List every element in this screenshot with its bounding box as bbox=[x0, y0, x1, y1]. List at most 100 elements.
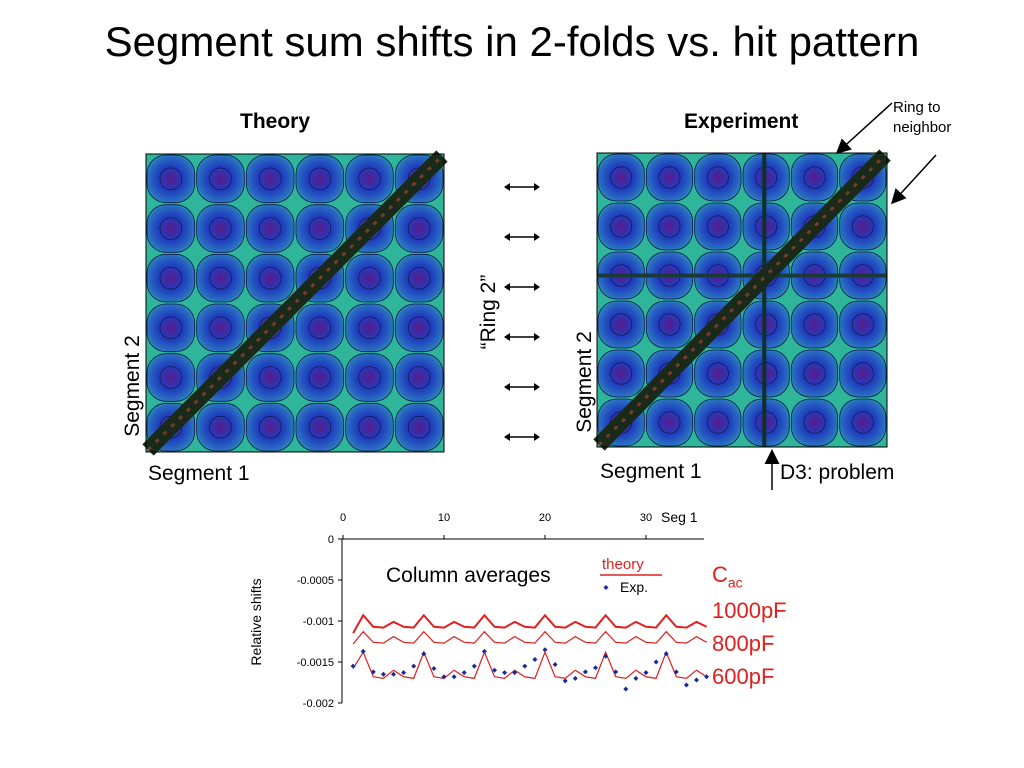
arrow-head-left bbox=[504, 433, 510, 441]
x-tick-label: 10 bbox=[438, 512, 450, 524]
y-axis-label: Relative shifts bbox=[248, 578, 264, 666]
map-cell bbox=[645, 300, 694, 349]
map-contour bbox=[209, 266, 232, 290]
diagonal-core bbox=[146, 154, 444, 452]
diagonal-core bbox=[597, 153, 887, 447]
arrow-head-left bbox=[504, 333, 510, 341]
map-contour bbox=[803, 313, 826, 336]
map-contour bbox=[159, 266, 183, 290]
map-cell bbox=[345, 303, 394, 353]
map-cell bbox=[839, 398, 887, 447]
exp-point bbox=[481, 648, 487, 654]
exp-point bbox=[431, 666, 437, 672]
cac-label: Cac bbox=[712, 562, 743, 590]
legend-exp-marker bbox=[603, 585, 609, 590]
experiment-x-label: Segment 1 bbox=[600, 460, 702, 483]
map-contour bbox=[159, 217, 183, 240]
map-contour bbox=[159, 316, 183, 340]
exp-point bbox=[441, 674, 447, 680]
map-cell bbox=[146, 253, 196, 303]
arrow-head-right bbox=[534, 333, 540, 341]
arrow-head-left bbox=[504, 283, 510, 291]
map-contour bbox=[358, 415, 381, 439]
ring-arrow-2 bbox=[890, 154, 937, 205]
map-contour bbox=[358, 316, 381, 340]
exp-point bbox=[380, 671, 386, 677]
map-cell bbox=[597, 153, 645, 202]
exp-point bbox=[421, 651, 427, 657]
map-cell bbox=[146, 353, 196, 402]
series-label-600pf: 600pF bbox=[712, 664, 775, 689]
exp-point bbox=[391, 671, 396, 677]
map-contour bbox=[610, 166, 633, 189]
map-cell bbox=[839, 349, 887, 398]
map-contour bbox=[407, 366, 431, 389]
map-cell bbox=[196, 253, 245, 303]
map-cell bbox=[295, 204, 345, 253]
map-cell bbox=[245, 154, 295, 204]
exp-point bbox=[593, 665, 598, 671]
map-contour bbox=[258, 167, 282, 191]
map-cell bbox=[295, 303, 345, 353]
map-contour bbox=[658, 215, 681, 238]
map-contour bbox=[308, 366, 332, 389]
map-contour bbox=[706, 362, 729, 385]
exp-point bbox=[673, 669, 679, 675]
map-contour bbox=[407, 266, 431, 290]
map-contour bbox=[610, 215, 633, 238]
map-cell bbox=[790, 349, 839, 398]
exp-point bbox=[683, 682, 689, 688]
map-cell bbox=[790, 153, 839, 202]
map-cell bbox=[245, 402, 295, 452]
exp-point bbox=[360, 648, 366, 654]
exp-point bbox=[512, 670, 518, 676]
map-cell bbox=[245, 204, 295, 253]
map-cell bbox=[295, 353, 345, 402]
map-contour bbox=[308, 415, 332, 439]
map-contour bbox=[610, 313, 633, 336]
d3-column bbox=[762, 153, 767, 447]
x-axis-label: Seg 1 bbox=[661, 509, 698, 525]
map-contour bbox=[658, 313, 681, 336]
map-cell bbox=[196, 154, 245, 204]
map-cell bbox=[790, 398, 839, 447]
map-cell bbox=[394, 253, 444, 303]
series-label-1000pf: 1000pF bbox=[712, 598, 787, 623]
exp-point bbox=[613, 669, 619, 675]
map-contour bbox=[358, 366, 381, 389]
map-cell bbox=[394, 353, 444, 402]
map-contour bbox=[209, 415, 232, 439]
map-cell bbox=[345, 402, 394, 452]
arrow-head-left bbox=[504, 383, 510, 391]
exp-point bbox=[582, 669, 588, 675]
exp-point bbox=[653, 659, 659, 665]
exp-point bbox=[471, 663, 477, 669]
series-label-800pf: 800pF bbox=[712, 631, 775, 656]
y-tick-label: -0.002 bbox=[303, 698, 334, 710]
ring-arrows bbox=[504, 183, 540, 441]
map-cell bbox=[694, 202, 742, 251]
exp-point bbox=[522, 663, 528, 669]
map-contour bbox=[407, 217, 431, 240]
exp-point bbox=[663, 651, 669, 657]
experiment-header: Experiment bbox=[684, 110, 799, 133]
map-cell bbox=[394, 402, 444, 452]
theory-x-label: Segment 1 bbox=[148, 462, 250, 485]
legend-theory: theory bbox=[602, 556, 644, 573]
exp-point bbox=[492, 667, 497, 673]
map-contour bbox=[159, 366, 183, 389]
map-cell bbox=[645, 202, 694, 251]
map-cell bbox=[790, 300, 839, 349]
arrow-head-right bbox=[534, 283, 540, 291]
exp-point bbox=[502, 670, 508, 676]
map-contour bbox=[658, 166, 681, 189]
map-cell bbox=[839, 202, 887, 251]
exp-point bbox=[704, 674, 710, 680]
cac-main: C bbox=[712, 562, 728, 587]
exp-point bbox=[411, 663, 417, 669]
map-contour bbox=[407, 415, 431, 439]
map-contour bbox=[658, 411, 681, 434]
map-contour bbox=[851, 215, 874, 238]
map-cell bbox=[196, 402, 245, 452]
